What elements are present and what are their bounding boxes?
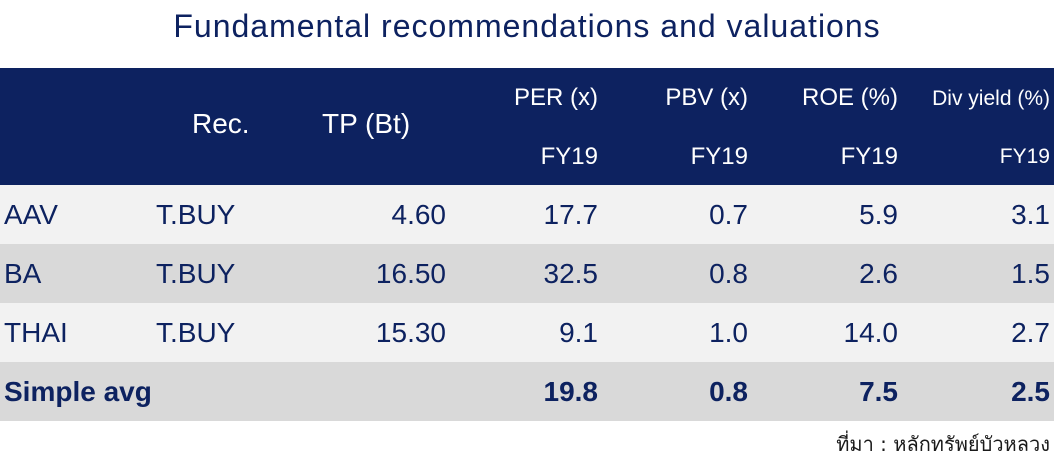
rec-cell: T.BUY — [156, 199, 236, 230]
header-div: Div yield (%) — [932, 87, 1050, 110]
table-row: THAI T.BUY 15.30 9.1 1.0 14.0 2.7 — [0, 303, 1054, 362]
avg-pbv-cell: 0.8 — [709, 376, 748, 407]
pbv-cell: 0.7 — [709, 199, 748, 230]
header-fy-div: FY19 — [999, 145, 1050, 168]
div-cell: 3.1 — [1011, 199, 1050, 230]
pbv-cell: 1.0 — [709, 317, 748, 348]
header-tp: TP (Bt) — [322, 108, 411, 139]
per-cell: 32.5 — [543, 258, 599, 289]
div-cell: 1.5 — [1011, 258, 1050, 289]
average-row: Simple avg 19.8 0.8 7.5 2.5 — [0, 362, 1054, 421]
table-row: BA T.BUY 16.50 32.5 0.8 2.6 1.5 — [0, 244, 1054, 303]
roe-cell: 2.6 — [859, 258, 898, 289]
avg-per-cell: 19.8 — [543, 376, 599, 407]
page-title: Fundamental recommendations and valuatio… — [173, 8, 881, 44]
tp-cell: 15.30 — [375, 317, 446, 348]
header-fy-per: FY19 — [540, 143, 598, 170]
header-roe: ROE (%) — [802, 84, 898, 111]
per-cell: 17.7 — [543, 199, 599, 230]
header-fy-roe: FY19 — [840, 143, 898, 170]
average-label: Simple avg — [4, 376, 152, 407]
source-note: ที่มา : หลักทรัพย์บัวหลวง — [836, 432, 1050, 456]
per-cell: 9.1 — [559, 317, 598, 348]
rec-cell: T.BUY — [156, 258, 236, 289]
tp-cell: 4.60 — [391, 199, 447, 230]
tp-cell: 16.50 — [375, 258, 446, 289]
header-fy-pbv: FY19 — [690, 143, 748, 170]
table-row: AAV T.BUY 4.60 17.7 0.7 5.9 3.1 — [0, 185, 1054, 244]
ticker-cell: AAV — [4, 199, 58, 230]
rec-cell: T.BUY — [156, 317, 236, 348]
div-cell: 2.7 — [1011, 317, 1050, 348]
roe-cell: 14.0 — [843, 317, 899, 348]
header-rec: Rec. — [192, 108, 250, 139]
header-pbv: PBV (x) — [665, 84, 748, 111]
avg-div-cell: 2.5 — [1011, 376, 1050, 407]
ticker-cell: BA — [4, 258, 42, 289]
avg-roe-cell: 7.5 — [859, 376, 898, 407]
table-header: Rec. TP (Bt) PER (x) PBV (x) ROE (%) Div… — [0, 68, 1054, 185]
header-per: PER (x) — [514, 84, 598, 111]
pbv-cell: 0.8 — [709, 258, 748, 289]
ticker-cell: THAI — [4, 317, 68, 348]
roe-cell: 5.9 — [859, 199, 898, 230]
